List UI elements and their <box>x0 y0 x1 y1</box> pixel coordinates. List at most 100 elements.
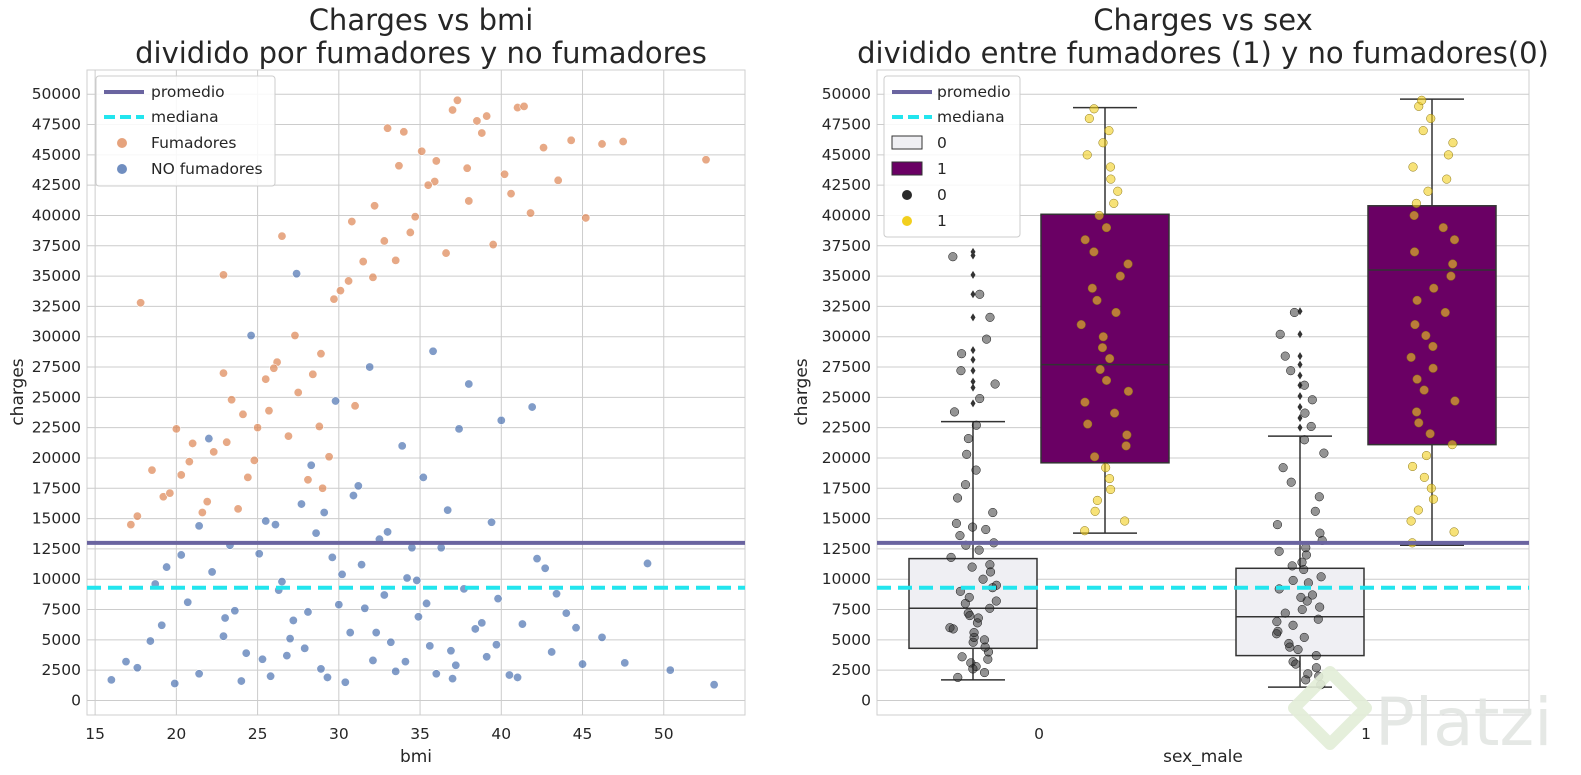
strip-point-hue0 <box>1288 620 1298 630</box>
nonsmoker-point <box>448 674 458 684</box>
right-legend-box1-swatch <box>891 161 923 176</box>
right-y-tick-label: 27500 <box>822 358 871 376</box>
smoker-point <box>238 409 248 419</box>
right-legend-dot1-label: 1 <box>937 212 947 230</box>
nonsmoker-point <box>357 560 367 570</box>
smoker-point <box>188 438 198 448</box>
nonsmoker-point <box>620 658 630 668</box>
strip-point-hue0 <box>951 518 961 528</box>
strip-point-hue1 <box>1121 441 1131 451</box>
box-outlier <box>1297 403 1303 412</box>
nonsmoker-point <box>316 664 326 674</box>
strip-point-hue1 <box>1089 104 1099 114</box>
strip-point-hue0 <box>1303 669 1313 679</box>
strip-point-hue1 <box>1448 259 1458 269</box>
smoker-point <box>233 504 243 514</box>
box-outlier <box>970 399 976 408</box>
nonsmoker-point <box>418 472 428 482</box>
smoker-point <box>227 395 237 405</box>
nonsmoker-point <box>482 652 492 662</box>
box-outlier <box>1297 392 1303 401</box>
strip-point-hue1 <box>1090 506 1100 516</box>
smoker-point <box>218 368 228 378</box>
strip-point-hue0 <box>1285 642 1295 652</box>
box-outlier <box>970 366 976 375</box>
nonsmoker-point <box>334 600 344 610</box>
strip-point-hue1 <box>1094 210 1104 221</box>
box-outlier <box>970 346 976 355</box>
left-x-tick-label: 35 <box>410 725 430 743</box>
nonsmoker-point <box>451 660 461 670</box>
right-chart: Charges vs sex dividido entre fumadores … <box>792 3 1549 767</box>
strip-point-hue1 <box>1438 223 1448 233</box>
smoker-point <box>253 423 263 433</box>
strip-point-hue1 <box>1080 235 1090 245</box>
strip-point-hue1 <box>1098 332 1108 342</box>
smoker-point <box>464 196 474 206</box>
nonsmoker-point <box>425 641 435 651</box>
strip-point-hue0 <box>983 654 993 664</box>
strip-point-hue1 <box>1412 374 1422 384</box>
strip-point-hue0 <box>1287 561 1297 571</box>
strip-point-hue0 <box>956 366 966 376</box>
nonsmoker-point <box>571 623 581 633</box>
right-y-tick-label: 12500 <box>822 540 871 558</box>
strip-point-hue1 <box>1442 174 1452 184</box>
left-y-tick-label: 0 <box>71 691 81 709</box>
smoker-point <box>539 143 549 153</box>
smoker-point <box>147 465 157 475</box>
strip-point-hue0 <box>1313 614 1323 624</box>
box-outlier <box>970 270 976 279</box>
smoker-point <box>184 457 194 467</box>
strip-point-hue1 <box>1419 472 1429 482</box>
smoker-point <box>391 255 401 265</box>
smoker-point <box>277 231 287 241</box>
nonsmoker-point <box>454 424 464 434</box>
strip-point-hue1 <box>1080 397 1090 407</box>
nonsmoker-point <box>183 597 193 607</box>
smoker-point <box>488 240 498 250</box>
right-y-tick-label: 7500 <box>832 601 871 619</box>
strip-point-hue0 <box>1319 448 1329 458</box>
strip-point-hue1 <box>1076 320 1086 330</box>
nonsmoker-point <box>303 607 313 617</box>
nonsmoker-point <box>360 603 370 613</box>
watermark-text: Platzi <box>1375 684 1552 761</box>
left-title-line-2: dividido por fumadores y no fumadores <box>135 36 707 70</box>
right-y-tick-label: 42500 <box>822 176 871 194</box>
right-y-tick-label: 45000 <box>822 146 871 164</box>
right-y-tick-label: 20000 <box>822 449 871 467</box>
nonsmoker-point <box>517 619 527 629</box>
smoker-point <box>472 116 482 126</box>
strip-point-hue1 <box>1421 450 1431 461</box>
strip-point-hue0 <box>964 592 974 602</box>
strip-point-hue1 <box>1101 223 1112 233</box>
smoker-point <box>519 101 529 111</box>
smoker-point <box>383 123 393 133</box>
strip-point-hue1 <box>1084 113 1094 124</box>
right-legend-dot1-marker <box>902 216 912 226</box>
smoker-point <box>431 156 441 166</box>
strip-point-hue1 <box>1101 375 1112 385</box>
smoker-point <box>269 363 279 373</box>
right-y-tick-label: 0 <box>861 691 871 709</box>
strip-point-hue0 <box>963 434 973 444</box>
strip-point-hue0 <box>1280 351 1290 361</box>
strip-point-hue1 <box>1110 408 1120 418</box>
box-outlier <box>970 355 976 364</box>
strip-point-hue1 <box>1428 494 1439 504</box>
strip-point-hue1 <box>1429 283 1439 293</box>
nonsmoker-point <box>400 657 410 667</box>
nonsmoker-point <box>552 589 562 599</box>
strip-point-hue0 <box>1307 590 1317 600</box>
left-legend-smokers-label: Fumadores <box>151 134 236 152</box>
nonsmoker-point <box>246 331 256 341</box>
strip-point-hue0 <box>948 624 958 634</box>
left-y-tick-label: 40000 <box>32 206 81 224</box>
smoker-point <box>581 213 591 223</box>
strip-point-hue0 <box>948 252 958 262</box>
left-legend: promedio mediana Fumadores NO fumadores <box>95 75 276 187</box>
right-y-tick-label: 50000 <box>822 85 871 103</box>
strip-point-hue1 <box>1406 352 1416 362</box>
